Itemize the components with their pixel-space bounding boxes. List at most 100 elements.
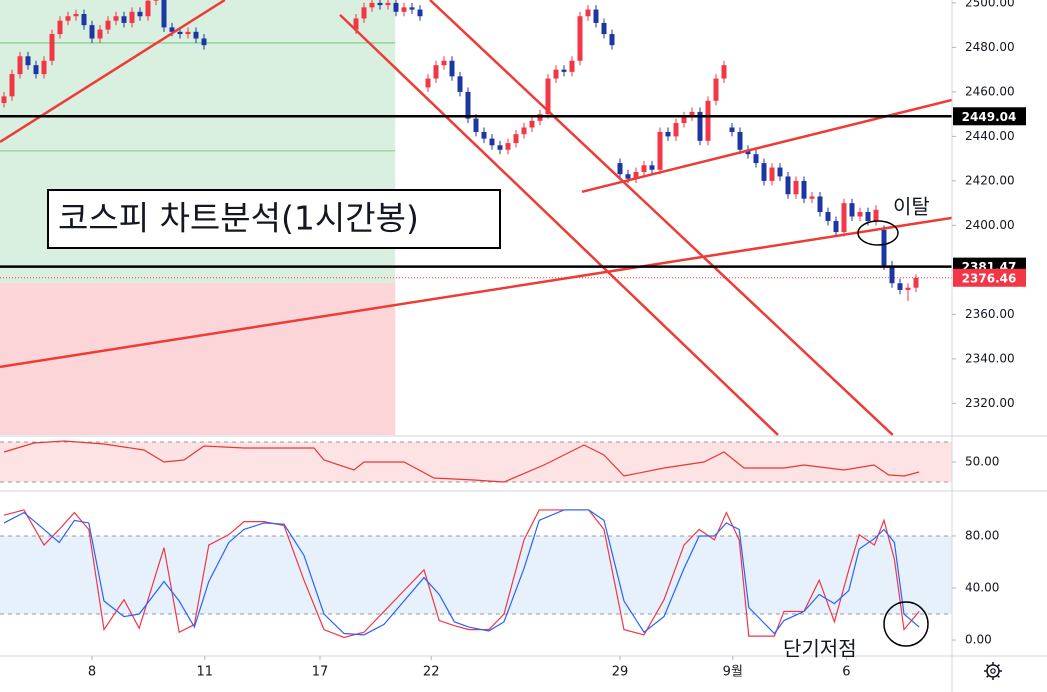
candle-body <box>129 11 135 23</box>
candle-body <box>593 9 599 23</box>
annotation: 단기저점 <box>783 637 857 661</box>
stochastic-pane <box>0 509 952 639</box>
candle-body <box>769 167 775 181</box>
candle-body <box>857 212 863 217</box>
candle-body <box>633 171 639 179</box>
last-price-box <box>953 268 1026 287</box>
x-tick-label: 17 <box>312 665 329 680</box>
trend-line <box>581 98 952 194</box>
candle-body <box>713 78 719 101</box>
candle-body <box>761 163 767 181</box>
candle-body <box>793 180 799 195</box>
trend-line <box>339 14 779 436</box>
candle-body <box>425 78 431 88</box>
candle-body <box>737 131 743 150</box>
candle-body <box>801 180 807 199</box>
candle-body <box>369 2 375 8</box>
candle-body <box>385 2 391 6</box>
candle-body <box>1 96 7 104</box>
candle-body <box>177 31 183 35</box>
trend-line <box>429 0 894 436</box>
candle-body <box>185 31 191 35</box>
settings-icon[interactable] <box>984 662 1002 680</box>
candle-body <box>729 127 735 132</box>
x-tick-label: 22 <box>423 665 440 680</box>
candle-body <box>809 196 815 199</box>
candle-body <box>417 9 423 17</box>
title-box <box>47 189 501 249</box>
candle-body <box>569 60 575 72</box>
candle-body <box>457 76 463 92</box>
candle-body <box>113 16 119 21</box>
position-zone <box>0 282 396 435</box>
candle-body <box>585 9 591 17</box>
candle-body <box>745 149 751 155</box>
candle-body <box>625 174 631 179</box>
candle-body <box>513 134 519 144</box>
candle-body <box>17 56 23 75</box>
trend-line <box>0 0 226 144</box>
y-tick-label: 2340.00 <box>965 351 1015 365</box>
candle-body <box>433 65 439 79</box>
candle-body <box>49 34 55 61</box>
candle-body <box>25 56 31 66</box>
candle-body <box>865 212 871 221</box>
candle-body <box>753 154 759 164</box>
candle-body <box>353 18 359 30</box>
candle-body <box>601 22 607 35</box>
rsi-pane <box>0 440 952 483</box>
y-tick-label: 2440.00 <box>965 129 1015 143</box>
candle-body <box>97 29 103 39</box>
level-label: 2449.04 <box>962 110 1017 124</box>
band-fill <box>0 442 952 482</box>
annotation-ellipse <box>857 220 899 246</box>
candle-body <box>193 31 199 39</box>
candle-body <box>393 2 399 12</box>
candle-body <box>705 100 711 141</box>
candle-body <box>473 118 479 132</box>
candle-body <box>905 287 911 290</box>
candle-body <box>145 0 151 17</box>
last-price-label: 2376.46 <box>962 271 1017 285</box>
candle-body <box>553 69 559 79</box>
level-label-box <box>953 107 1026 126</box>
indicator-line <box>3 440 920 483</box>
indicator-line <box>3 509 920 636</box>
candle-body <box>657 131 663 170</box>
candle-body <box>81 14 87 26</box>
x-tick-label: 6 <box>842 665 850 680</box>
x-tick-label: 9월 <box>723 665 743 680</box>
candle-body <box>73 14 79 17</box>
candle-body <box>9 74 15 97</box>
candle-body <box>33 65 39 75</box>
candle-body <box>489 138 495 146</box>
candle-body <box>161 0 167 28</box>
candle-body <box>833 220 839 233</box>
candle-body <box>889 265 895 284</box>
chart-title: 코스피 차트분석(1시간봉) <box>58 199 419 238</box>
candle-body <box>561 69 567 72</box>
candle-body <box>401 7 407 12</box>
candle-body <box>609 34 615 46</box>
annotation-circle <box>883 601 929 647</box>
candle-body <box>873 209 879 221</box>
band-fill <box>0 535 952 615</box>
candle-body <box>153 0 159 1</box>
candle-body <box>665 131 671 137</box>
candle-body <box>697 111 703 141</box>
annotation: 이탈 <box>893 195 930 219</box>
y-tick-label: 40.00 <box>965 581 999 595</box>
candle-body <box>361 7 367 19</box>
candle-body <box>137 11 143 17</box>
candle-body <box>497 145 503 150</box>
candle-body <box>65 16 71 21</box>
candle-body <box>897 283 903 290</box>
candle-body <box>777 167 783 177</box>
candle-body <box>681 116 687 124</box>
y-tick-label: 0.00 <box>965 633 992 647</box>
candle-body <box>617 163 623 175</box>
candle-body <box>577 16 583 61</box>
candle-body <box>169 27 175 32</box>
candle-body <box>649 165 655 170</box>
